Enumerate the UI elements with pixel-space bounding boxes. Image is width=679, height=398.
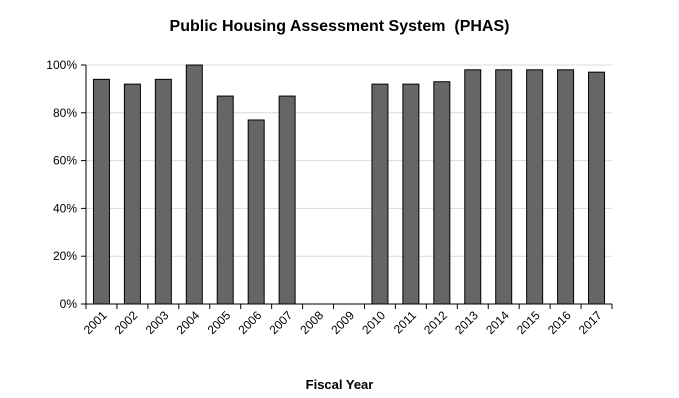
bar-2002 xyxy=(123,83,141,305)
x-tick-label: 2013 xyxy=(452,308,481,337)
bar-2003 xyxy=(154,78,172,305)
bar-2004 xyxy=(185,64,203,305)
bar-2005 xyxy=(216,95,234,305)
bar-2007 xyxy=(278,95,296,305)
x-axis-title: Fiscal Year xyxy=(305,377,374,392)
x-tick-label: 2015 xyxy=(514,308,543,337)
bar-2017 xyxy=(588,71,606,305)
x-tick-label: 2003 xyxy=(143,308,172,337)
x-tick-label: 2007 xyxy=(266,308,295,337)
y-tick-label: 60% xyxy=(53,154,77,168)
y-tick-label: 40% xyxy=(53,201,77,215)
x-tick-label: 2016 xyxy=(545,308,574,337)
bar-2001 xyxy=(92,78,110,305)
bar-2016 xyxy=(557,69,575,305)
bar-2015 xyxy=(526,69,544,305)
y-tick-label: 100% xyxy=(46,58,77,72)
x-tick-label: 2011 xyxy=(391,308,419,336)
x-tick-label: 2002 xyxy=(112,308,141,337)
y-tick-label: 0% xyxy=(60,297,78,311)
x-tick-label: 2004 xyxy=(174,308,203,337)
gridlines xyxy=(86,64,612,257)
x-tick-label: 2017 xyxy=(576,308,605,337)
bars xyxy=(92,64,606,305)
x-tick-label: 2010 xyxy=(359,308,388,337)
x-tick-label: 2009 xyxy=(328,308,357,337)
bar-2014 xyxy=(495,69,513,305)
x-tick-labels: 2001 2002 2003 2004 2005 2006 2007 2008 2009 2010… xyxy=(81,308,605,337)
x-tick-label: 2014 xyxy=(483,308,512,337)
bar-2006 xyxy=(247,119,265,305)
y-tick-label: 20% xyxy=(53,249,77,263)
y-tick-labels: 0% 20% 40% 60% 80% 100% xyxy=(46,58,77,311)
axes xyxy=(81,64,613,309)
x-tick-label: 2012 xyxy=(421,308,450,337)
y-tick-label: 80% xyxy=(53,106,77,120)
x-tick-label: 2001 xyxy=(81,308,110,337)
x-tick-label: 2008 xyxy=(297,308,326,337)
chart-title: Public Housing Assessment System (PHAS) xyxy=(169,18,510,35)
x-tick-label: 2005 xyxy=(205,308,234,337)
x-tick-label: 2006 xyxy=(236,308,265,337)
bar-2012 xyxy=(433,81,451,305)
bar-2013 xyxy=(464,69,482,305)
bar-2010 xyxy=(371,83,389,305)
bar-2011 xyxy=(402,83,420,305)
